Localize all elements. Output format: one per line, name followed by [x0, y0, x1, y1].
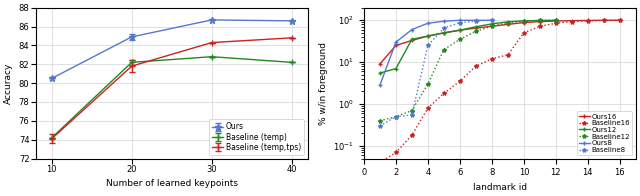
Ours12: [520, 20, 528, 22]
Ours12: [504, 21, 512, 23]
Baseline8: [440, 27, 448, 29]
Baseline16: [424, 107, 432, 109]
Baseline16: [520, 32, 528, 34]
Line: Ours16: Ours16: [378, 19, 621, 66]
Ours16: [504, 23, 512, 25]
Ours12: [536, 19, 544, 22]
Baseline12: [456, 38, 464, 41]
Ours16: [584, 19, 591, 22]
Baseline8: [456, 21, 464, 24]
Ours12: [424, 35, 432, 37]
Baseline16: [600, 19, 607, 22]
Baseline16: [408, 134, 416, 136]
Baseline12: [504, 21, 512, 24]
Line: Baseline16: Baseline16: [378, 18, 622, 165]
Baseline12: [376, 120, 384, 122]
Ours8: [456, 19, 464, 21]
Ours16: [536, 20, 544, 23]
Legend: Ours, Baseline (temp), Baseline (temp,tps): Ours, Baseline (temp), Baseline (temp,tp…: [209, 119, 304, 155]
Baseline16: [504, 54, 512, 56]
Ours8: [424, 22, 432, 24]
Baseline12: [520, 20, 528, 22]
Baseline16: [552, 22, 560, 24]
Baseline8: [408, 114, 416, 116]
Line: Ours12: Ours12: [378, 19, 557, 75]
Baseline8: [424, 44, 432, 47]
Y-axis label: % w/in foreground: % w/in foreground: [319, 42, 328, 125]
Line: Ours8: Ours8: [378, 19, 493, 87]
Ours8: [488, 19, 496, 21]
Line: Baseline12: Baseline12: [378, 18, 558, 123]
Baseline12: [392, 115, 400, 118]
Baseline16: [392, 151, 400, 154]
Ours16: [440, 32, 448, 34]
Baseline12: [408, 109, 416, 112]
Baseline16: [568, 20, 576, 23]
Ours12: [376, 72, 384, 74]
Ours16: [520, 21, 528, 24]
X-axis label: landmark id: landmark id: [473, 183, 527, 192]
Ours16: [392, 44, 400, 47]
X-axis label: Number of learned keypoints: Number of learned keypoints: [106, 179, 237, 188]
Ours8: [392, 41, 400, 43]
Ours16: [488, 25, 496, 27]
Ours16: [456, 29, 464, 31]
Baseline8: [392, 115, 400, 118]
Baseline16: [376, 162, 384, 164]
Baseline16: [472, 65, 480, 67]
Ours16: [568, 19, 576, 22]
Ours12: [408, 38, 416, 41]
Y-axis label: Accuracy: Accuracy: [4, 62, 13, 104]
Baseline16: [584, 20, 591, 22]
Ours12: [440, 32, 448, 34]
Baseline12: [472, 30, 480, 32]
Legend: Ours16, Baseline16, Ours12, Baseline12, Ours8, Baseline8: Ours16, Baseline16, Ours12, Baseline12, …: [577, 112, 632, 155]
Ours16: [616, 19, 623, 21]
Baseline16: [536, 25, 544, 27]
Ours16: [600, 19, 607, 21]
Ours8: [440, 20, 448, 22]
Ours12: [552, 19, 560, 21]
Ours12: [488, 23, 496, 25]
Baseline16: [488, 58, 496, 60]
Ours16: [424, 35, 432, 37]
Ours8: [376, 84, 384, 86]
Line: Baseline8: Baseline8: [378, 18, 494, 128]
Baseline8: [488, 19, 496, 21]
Baseline12: [552, 19, 560, 21]
Ours8: [408, 28, 416, 31]
Ours12: [472, 26, 480, 28]
Ours16: [552, 20, 560, 22]
Baseline12: [440, 48, 448, 51]
Baseline12: [424, 83, 432, 85]
Ours12: [456, 29, 464, 31]
Baseline16: [456, 80, 464, 83]
Baseline8: [376, 125, 384, 127]
Baseline8: [472, 20, 480, 22]
Baseline16: [440, 92, 448, 94]
Baseline12: [536, 19, 544, 22]
Ours16: [376, 63, 384, 65]
Ours8: [472, 19, 480, 21]
Ours16: [408, 39, 416, 42]
Ours12: [392, 67, 400, 70]
Baseline16: [616, 19, 623, 21]
Baseline12: [488, 25, 496, 27]
Ours16: [472, 27, 480, 29]
